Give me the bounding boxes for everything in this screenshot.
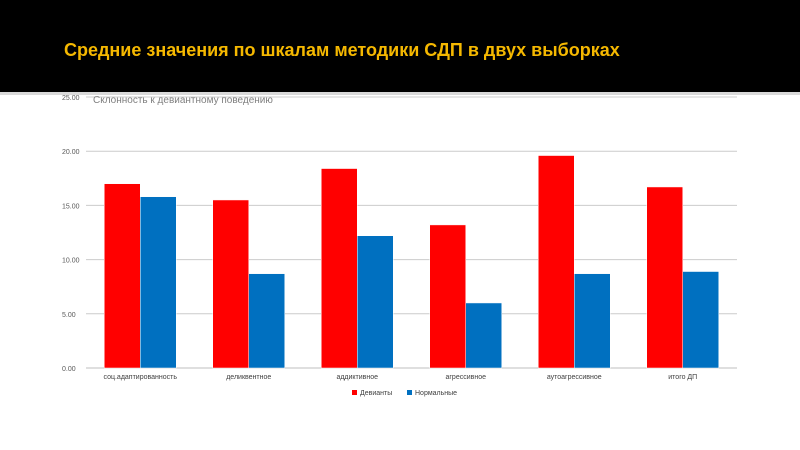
y-tick-label: 0.00 [62,366,76,373]
legend-label: Нормальные [415,390,457,397]
gridlines [86,96,737,369]
bar-deviants [212,199,249,369]
slide-title: Средние значения по шкалам методики СДП … [64,40,620,60]
y-tick-label: 10.00 [62,258,80,265]
bar-normal [574,273,611,369]
bar-deviants [104,183,141,369]
x-tick-label: деликвентное [226,374,271,381]
bar-normal [357,235,394,369]
legend-swatch [407,390,412,395]
x-tick-label: аддиктивное [336,374,378,381]
y-tick-label: 20.00 [62,149,80,156]
y-axis-tick-labels: 0.00 5.00 10.00 15.00 20.00 25.00 [62,95,80,373]
chart-title: Склонность к девиантному поведению [93,95,273,106]
x-tick-label: аутоагрессивное [547,374,602,381]
legend: Девианты Нормальные [352,390,457,397]
y-tick-label: 25.00 [62,95,80,102]
bars [104,155,719,369]
bar-deviants [429,224,466,369]
bar-normal [248,273,285,369]
x-axis-tick-labels: соц.адаптированность деликвентное аддиктив… [104,374,698,381]
x-tick-label: соц.адаптированность [104,374,178,381]
bar-deviants [321,168,358,369]
title-band [0,0,800,92]
bar-deviants [538,155,575,369]
x-tick-label: агрессивное [445,374,486,381]
bar-normal [140,196,177,369]
y-tick-label: 15.00 [62,203,80,210]
y-tick-label: 5.00 [62,312,76,319]
bar-normal [465,302,502,369]
bar-normal [682,271,719,369]
legend-label: Девианты [360,390,392,397]
bar-deviants [646,186,683,369]
title-band-underline [0,92,800,95]
x-tick-label: итого ДП [668,374,697,381]
legend-swatch [352,390,357,395]
